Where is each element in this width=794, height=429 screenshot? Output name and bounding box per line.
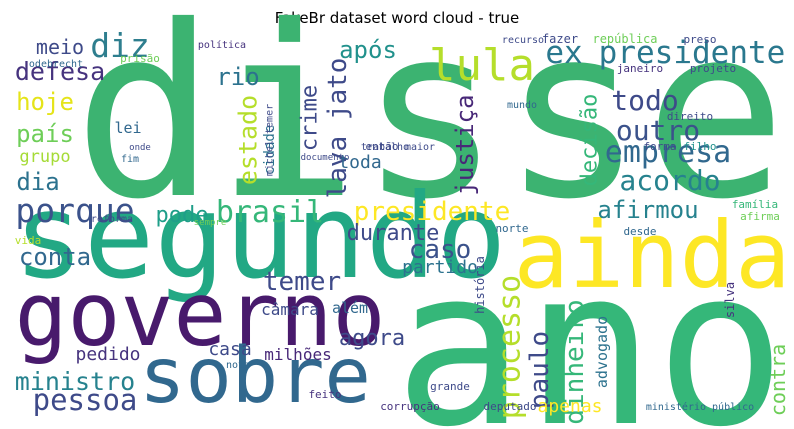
word: acordo: [619, 164, 720, 197]
chart-title: FakeBr dataset word cloud - true: [275, 9, 520, 27]
word: decisão: [578, 94, 603, 187]
word: durante: [347, 221, 440, 246]
word: dia: [16, 168, 59, 196]
word: apenas: [537, 396, 602, 417]
word: política: [198, 39, 246, 51]
word: defesa: [15, 57, 105, 86]
word: lei: [114, 119, 141, 137]
word: odebrecht: [29, 59, 83, 70]
word: preso: [683, 33, 716, 46]
word: sobre: [139, 332, 371, 421]
word: desde: [623, 225, 656, 238]
word: justiça: [451, 94, 479, 195]
word: rio: [216, 63, 259, 91]
word: janeiro: [617, 62, 663, 75]
word: nota: [226, 360, 250, 371]
word: então: [365, 140, 398, 153]
word: prisão: [120, 52, 160, 65]
word: advogado: [593, 316, 611, 388]
word: recurso: [502, 35, 544, 46]
word: lula: [429, 40, 535, 91]
word: agora: [339, 326, 405, 351]
word: república: [592, 32, 657, 46]
word: presidente: [354, 197, 511, 227]
word: outro: [616, 114, 700, 147]
word: diz: [90, 26, 150, 65]
word: pedido: [75, 344, 140, 365]
word: filho: [683, 140, 716, 153]
word: direito: [667, 110, 713, 123]
word: documento: [301, 153, 350, 163]
word: toda: [338, 152, 381, 173]
word: milhões: [264, 345, 331, 364]
word: onde: [129, 143, 151, 153]
word: presidente: [599, 35, 786, 71]
word: estado: [234, 95, 263, 185]
word: dinheiro: [560, 299, 590, 424]
word: casa: [208, 339, 251, 360]
word: família: [732, 198, 778, 211]
word: afirma: [740, 210, 780, 223]
word: todo: [611, 84, 678, 117]
word: país: [16, 120, 74, 148]
word: conta: [19, 243, 91, 271]
word: sempre: [194, 218, 227, 228]
word: meio: [36, 35, 84, 59]
word: caso: [409, 235, 472, 265]
cloud-area: [10, 35, 785, 425]
word: ministro: [15, 367, 135, 396]
word: lava jato: [323, 58, 353, 199]
word: partido: [402, 257, 478, 278]
word: norte: [495, 222, 528, 235]
word: deputado: [484, 400, 537, 413]
word: hoje: [16, 88, 74, 116]
word: maior: [405, 142, 435, 153]
word: trabalho: [361, 142, 409, 153]
word: crime: [298, 85, 323, 151]
word: contra: [766, 344, 790, 416]
word: ainda: [514, 202, 791, 309]
word: paulo: [525, 331, 555, 409]
word: fazer: [542, 32, 578, 46]
word: ano: [394, 223, 786, 429]
word: segundo: [13, 168, 506, 305]
word: mundo: [507, 100, 537, 111]
word: reforma: [91, 214, 133, 225]
word: cidade: [262, 125, 278, 176]
word: após: [339, 36, 397, 64]
word: afirmou: [597, 196, 698, 224]
word: história: [473, 256, 487, 314]
word: processo: [493, 275, 528, 420]
word: feito: [308, 388, 341, 401]
word: porque: [15, 191, 134, 230]
word: fim: [121, 154, 139, 165]
word: ex: [545, 35, 582, 71]
word: câmara: [261, 300, 319, 319]
word: governo: [15, 263, 386, 366]
word: projeto: [690, 62, 736, 75]
word: vida: [15, 234, 42, 247]
word: temer: [263, 267, 341, 297]
word: pode: [156, 203, 209, 228]
word: corrupção: [380, 400, 440, 413]
word: além: [332, 299, 368, 317]
word: forma: [643, 140, 676, 153]
word: grupo: [19, 147, 70, 167]
word: brasil: [216, 195, 324, 230]
word: disse: [73, 0, 786, 251]
word: silva: [723, 282, 737, 318]
word: michel temer: [265, 104, 276, 176]
word: ministério público: [646, 401, 754, 413]
word: pessoa: [33, 383, 138, 417]
word: grande: [430, 380, 470, 393]
word: empresa: [605, 135, 731, 170]
